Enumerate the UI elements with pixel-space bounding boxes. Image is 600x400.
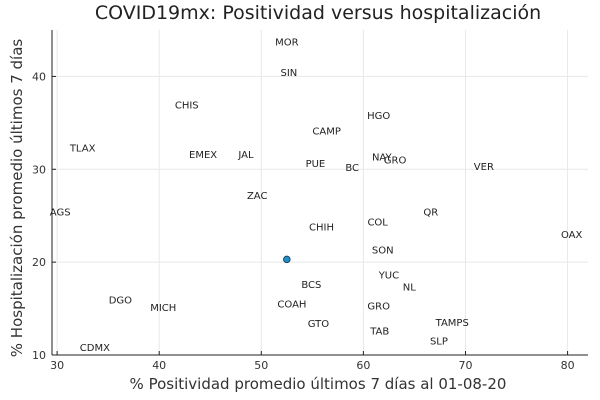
point-label-bc: BC <box>345 163 359 174</box>
point-label-hgo: HGO <box>367 111 390 122</box>
point-label-son: SON <box>372 246 394 257</box>
chart-title: COVID19mx: Positividad versus hospitaliz… <box>95 2 541 24</box>
point-label-jal: JAL <box>237 150 254 161</box>
y-tick-label: 10 <box>32 349 46 362</box>
y-tick-label: 30 <box>32 163 46 176</box>
x-axis-label: % Positividad promedio últimos 7 días al… <box>130 375 507 393</box>
axes <box>51 30 588 356</box>
point-label-tlax: TLAX <box>69 143 96 154</box>
point-label-bcs: BCS <box>301 280 321 291</box>
point-label-col: COL <box>367 218 388 229</box>
point-label-gro: GRO <box>384 156 407 167</box>
y-axis-label: % Hospitalización promedio últimos 7 día… <box>8 39 26 358</box>
x-tick-label: 80 <box>561 359 575 372</box>
points <box>283 255 291 264</box>
grid <box>52 30 588 356</box>
point-label-gto: GTO <box>308 319 330 330</box>
point-label-coah: COAH <box>277 299 306 310</box>
point-label-zac: ZAC <box>247 191 268 202</box>
point-label-pue: PUE <box>306 159 326 170</box>
point-label-mor: MOR <box>275 38 298 49</box>
x-tick-label: 40 <box>152 359 166 372</box>
point-label-yuc: YUC <box>378 271 399 282</box>
y-tick-label: 20 <box>32 256 46 269</box>
x-tick-label: 50 <box>254 359 268 372</box>
point-label-slp: SLP <box>430 337 448 348</box>
point-label-ags: AGS <box>50 208 71 219</box>
point-label-mich: MICH <box>150 303 176 314</box>
y-tick-label: 40 <box>32 70 46 83</box>
point-label-dgo: DGO <box>109 296 132 307</box>
point-label-sin: SIN <box>280 68 297 79</box>
point-label-chis: CHIS <box>175 101 199 112</box>
x-tick-label: 70 <box>458 359 472 372</box>
point-label-nay: NAY <box>372 153 393 164</box>
point-label-tamps: TAMPS <box>435 318 469 329</box>
point-label-qr: QR <box>423 208 438 219</box>
point-label-oax: OAX <box>561 230 583 241</box>
point-label-gro: GRO <box>367 301 390 312</box>
point-label-camp: CAMP <box>312 127 340 138</box>
x-tick-label: 60 <box>356 359 370 372</box>
point-label-emex: EMEX <box>189 150 217 161</box>
x-tick-label: 30 <box>50 359 64 372</box>
ticks: 30 40 50 60 70 80 10 20 30 40 <box>32 70 575 372</box>
data-point <box>283 255 291 264</box>
point-label-chih: CHIH <box>309 222 334 233</box>
point-label-cdmx: CDMX <box>80 343 110 354</box>
point-label-ver: VER <box>474 162 494 173</box>
point-label-tab: TAB <box>369 326 389 337</box>
point-label-nl: NL <box>403 283 416 294</box>
